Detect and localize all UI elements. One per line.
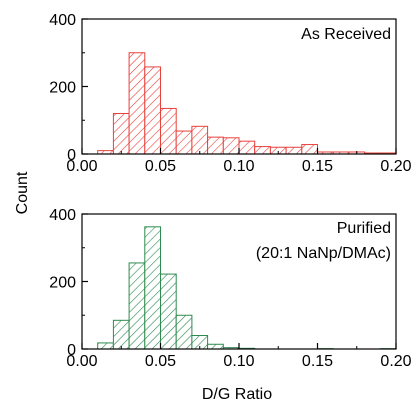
histogram-bar [175, 314, 193, 350]
x-tick-label: 0.20 [380, 158, 411, 175]
x-tick-label: 0.15 [302, 158, 333, 175]
x-tick-label: 0.00 [66, 353, 97, 370]
x-tick-label: 0.00 [66, 158, 97, 175]
y-tick-label: 400 [49, 207, 76, 224]
histogram-bar [144, 226, 162, 350]
y-tick-label: 200 [49, 275, 76, 292]
x-tick-label: 0.15 [302, 353, 333, 370]
histogram-bar [112, 319, 130, 350]
histogram-bar [207, 343, 224, 350]
histogram-bar [144, 66, 162, 155]
histogram-bar [160, 107, 177, 155]
panel-annotation: As Received [301, 26, 391, 43]
x-tick-label: 0.20 [380, 353, 411, 370]
histogram-bar [285, 146, 303, 155]
histogram-bar [128, 52, 146, 155]
panel-annotation: Purified [337, 220, 391, 237]
histogram-bar [175, 130, 193, 155]
y-tick-label: 400 [49, 12, 76, 29]
x-tick-label: 0.05 [145, 353, 176, 370]
histogram-bar [254, 146, 271, 155]
y-tick-label: 0 [67, 342, 76, 359]
x-tick-label: 0.10 [223, 158, 254, 175]
histogram-bar [207, 136, 224, 155]
histogram-bar [160, 273, 177, 350]
histogram-panel-1: 0.00 0.05 0.10 0.15 0.20 0 200 400 As Received [49, 12, 411, 175]
panel-annotation: (20:1 NaNp/DMAc) [256, 245, 391, 262]
histogram-bar [97, 342, 114, 350]
y-tick-label: 200 [49, 80, 76, 97]
histogram-bar [112, 113, 130, 155]
x-tick-label: 0.05 [145, 158, 176, 175]
y-axis-title: Count [14, 171, 31, 214]
histogram-panel-2: 0.00 0.05 0.10 0.15 0.20 0 200 400 Purified (20:1… [49, 207, 411, 370]
histogram-bar [128, 262, 146, 350]
histogram-bar [301, 144, 318, 155]
x-tick-label: 0.10 [223, 353, 254, 370]
histogram-bar [238, 140, 256, 155]
x-axis-title: D/G Ratio [202, 386, 272, 403]
histogram-bar [222, 137, 240, 155]
histogram-bar [191, 125, 209, 155]
y-tick-label: 0 [67, 147, 76, 164]
